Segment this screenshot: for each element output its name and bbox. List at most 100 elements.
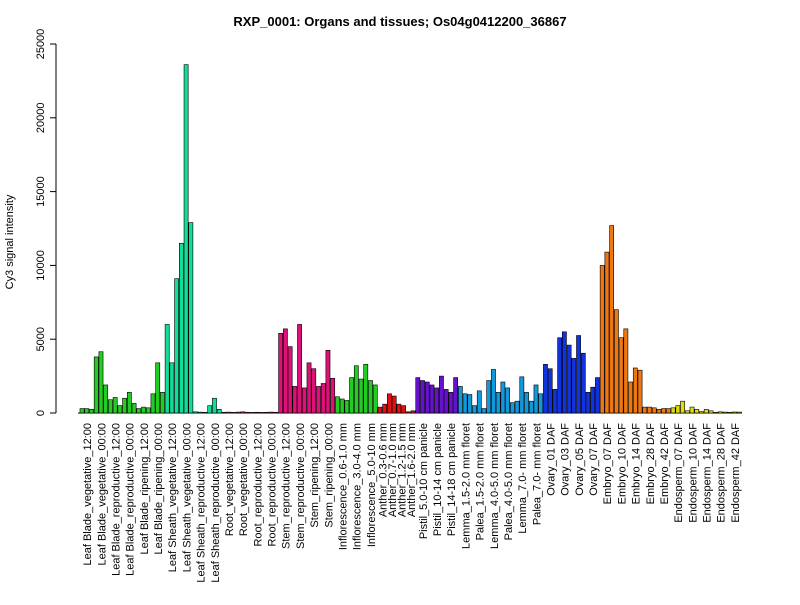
bar xyxy=(689,406,695,414)
y-axis: 0 5000 10000 15000 20000 25000 xyxy=(35,29,57,416)
bar xyxy=(632,367,638,414)
bar xyxy=(708,410,714,414)
bar xyxy=(254,411,260,414)
bar xyxy=(259,412,265,414)
bar xyxy=(240,411,246,414)
category-label: Lemma_4.0-5.0 mm floret xyxy=(489,423,501,549)
bar xyxy=(188,222,194,414)
category-label: Endosperm_07 DAF xyxy=(673,423,685,523)
bar xyxy=(174,278,180,414)
category-label: Anther_1.2-1.5 mm xyxy=(397,423,409,517)
category-label: Endosperm_28 DAF xyxy=(716,423,728,523)
bar xyxy=(467,394,473,414)
category-label: Leaf Sheath_reproductive_12:00 xyxy=(196,423,208,583)
bar xyxy=(131,403,137,414)
bar xyxy=(197,411,203,414)
bar xyxy=(495,392,501,414)
bar xyxy=(604,251,610,414)
bar xyxy=(160,392,165,414)
bar xyxy=(325,349,331,414)
bar xyxy=(420,380,425,414)
bar xyxy=(637,369,643,414)
category-label: Leaf Sheath_reproductive_00:00 xyxy=(210,423,222,583)
bar xyxy=(557,337,563,414)
bar xyxy=(216,409,222,414)
bar xyxy=(353,365,359,414)
bar xyxy=(538,393,544,414)
bar xyxy=(505,387,511,414)
category-label: Leaf Blade_ripening_12:00 xyxy=(139,423,151,555)
bar xyxy=(585,392,591,414)
y-tick-label: 5000 xyxy=(35,327,47,351)
bar xyxy=(509,402,515,414)
bar xyxy=(571,358,577,414)
bar xyxy=(684,410,690,414)
category-label: Root_vegetative_12:00 xyxy=(224,423,236,536)
category-label: Embryo_14 DAF xyxy=(631,423,643,505)
category-label: Lemma_1.5-2.0 mm floret xyxy=(460,423,472,549)
bar xyxy=(212,397,217,414)
category-label: Embryo_42 DAF xyxy=(659,423,671,505)
bar xyxy=(599,265,605,414)
category-label: Inflorescence_5.0-10 mm xyxy=(366,423,378,547)
bar xyxy=(169,362,175,414)
bar xyxy=(642,406,648,414)
category-label: Endosperm_14 DAF xyxy=(702,423,714,523)
bar xyxy=(249,412,255,414)
y-tick-label: 15000 xyxy=(35,176,47,207)
category-label: Ovary_07 DAF xyxy=(588,423,600,496)
bar xyxy=(98,351,104,414)
bar xyxy=(320,383,326,414)
bar xyxy=(628,381,633,414)
bar xyxy=(429,384,435,414)
category-label: Embryo_10 DAF xyxy=(616,423,628,505)
bar xyxy=(330,378,336,414)
category-label: Inflorescence_3.0-4.0 mm xyxy=(352,423,364,550)
bar xyxy=(727,411,733,414)
bar xyxy=(699,411,704,414)
category-label: Root_vegetative_00:00 xyxy=(238,423,250,536)
category-label: Ovary_01 DAF xyxy=(545,423,557,496)
category-label: Stem_reproductive_00:00 xyxy=(295,423,307,549)
bar xyxy=(108,399,113,414)
bar xyxy=(349,377,354,414)
bar xyxy=(680,400,685,414)
category-label: Endosperm_10 DAF xyxy=(687,423,699,523)
bar xyxy=(486,380,492,414)
bar xyxy=(311,368,317,414)
bar xyxy=(661,408,667,414)
bar xyxy=(424,381,430,414)
bar xyxy=(647,406,652,414)
category-label: Palea_7.0- mm floret xyxy=(531,423,543,525)
category-label: Anther_1.6-2.0 mm xyxy=(406,423,418,517)
bar xyxy=(732,411,737,414)
bars xyxy=(79,64,742,414)
bar xyxy=(141,406,146,414)
bar xyxy=(368,380,373,414)
category-labels: Leaf Blade_vegetative_12:00 Leaf Blade_ve… xyxy=(82,423,742,583)
y-axis-label: Cy3 signal intensity xyxy=(4,194,16,289)
category-label: Palea_4.0-5.0 mm floret xyxy=(503,423,515,540)
bar xyxy=(453,377,458,414)
category-label: Stem_ripening_00:00 xyxy=(323,423,335,528)
bar xyxy=(245,411,250,414)
bar xyxy=(547,368,553,414)
category-label: Endosperm_42 DAF xyxy=(730,423,742,523)
chart-title: RXP_0001: Organs and tissues; Os04g04122… xyxy=(233,14,566,29)
bar xyxy=(410,410,416,414)
bar xyxy=(207,405,213,414)
bar xyxy=(434,387,440,414)
bar xyxy=(519,376,525,414)
bar xyxy=(736,411,742,414)
bar xyxy=(514,400,520,414)
category-label: Leaf Sheath_vegetative_12:00 xyxy=(167,423,179,572)
bar xyxy=(202,411,208,414)
bar xyxy=(713,411,719,414)
category-label: Pistil_14-18 cm panicle xyxy=(446,423,458,536)
bar xyxy=(462,393,468,414)
bar xyxy=(358,378,364,414)
bar xyxy=(524,392,529,414)
bar xyxy=(89,409,94,414)
